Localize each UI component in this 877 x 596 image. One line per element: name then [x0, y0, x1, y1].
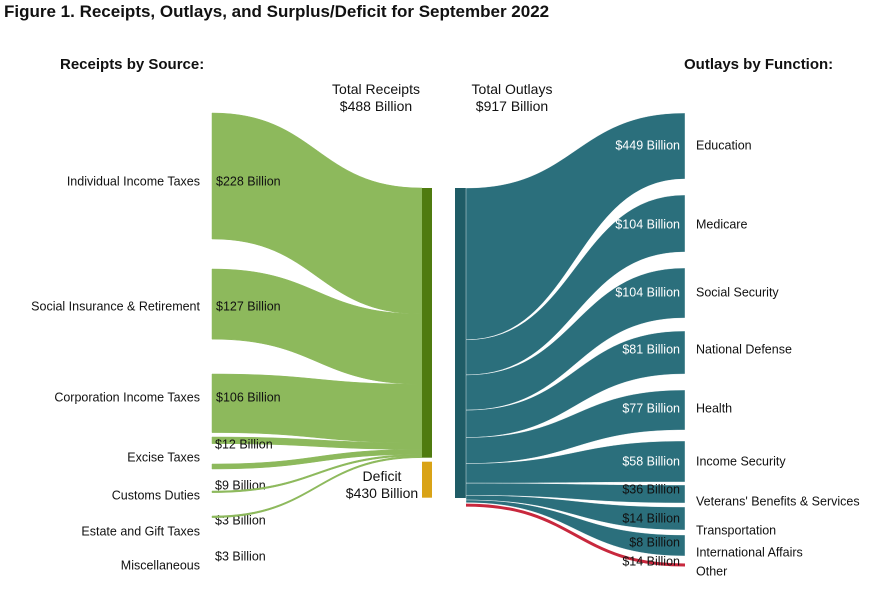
outlay-label-income-security: Income Security: [696, 454, 786, 468]
outlay-flow-other: [465, 503, 686, 567]
outlay-label-veterans-benefits-services: Veterans' Benefits & Services: [696, 494, 860, 508]
outlay-value-education: $449 Billion: [615, 138, 680, 152]
receipt-label-excise-taxes: Excise Taxes: [127, 450, 200, 464]
outlay-flow-medicare: [465, 194, 686, 376]
receipt-label-miscellaneous: Miscellaneous: [121, 558, 200, 572]
receipts-heading: Receipts by Source:: [60, 56, 205, 73]
total-outlays-value: $917 Billion: [475, 98, 549, 114]
receipt-label-estate-and-gift-taxes: Estate and Gift Taxes: [81, 524, 200, 538]
total-receipts-block: Total Receipts $488 Billion: [326, 81, 426, 115]
outlay-label-transportation: Transportation: [696, 523, 776, 537]
deficit-block: Deficit $430 Billion: [334, 468, 430, 502]
outlays-total-bar: [455, 188, 466, 498]
figure-title: Figure 1. Receipts, Outlays, and Surplus…: [4, 2, 550, 21]
outlay-label-health: Health: [696, 401, 732, 415]
outlay-flow-education: [465, 112, 686, 340]
receipt-label-individual-income-taxes: Individual Income Taxes: [67, 174, 200, 188]
receipt-flow-corporation-income-taxes: [211, 373, 423, 444]
total-outlays-block: Total Outlays $917 Billion: [462, 81, 562, 115]
outlay-label-education: Education: [696, 138, 752, 152]
total-receipts-label: Total Receipts: [332, 81, 420, 97]
deficit-label: Deficit: [362, 468, 402, 484]
outlay-flow-international-affairs: [465, 499, 686, 557]
deficit-value: $430 Billion: [345, 485, 419, 501]
outlay-flow-health: [465, 389, 686, 464]
outlay-value-national-defense: $81 Billion: [622, 342, 680, 356]
total-receipts-value: $488 Billion: [339, 98, 413, 114]
outlay-value-other: $14 Billion: [622, 554, 680, 568]
outlay-flow-social-security: [465, 267, 686, 411]
receipt-value-individual-income-taxes: $228 Billion: [216, 174, 281, 188]
receipt-label-social-insurance-retirement: Social Insurance & Retirement: [31, 299, 200, 313]
outlay-label-national-defense: National Defense: [696, 342, 792, 356]
outlay-label-medicare: Medicare: [696, 217, 747, 231]
receipt-value-corporation-income-taxes: $106 Billion: [216, 390, 281, 404]
outlay-flow-national-defense: [465, 330, 686, 438]
outlays-heading: Outlays by Function:: [684, 56, 834, 73]
total-outlays-label: Total Outlays: [471, 81, 553, 97]
receipts-total-bar: [422, 188, 432, 458]
outlay-value-health: $77 Billion: [622, 401, 680, 415]
receipt-value-miscellaneous: $3 Billion: [215, 549, 266, 563]
receipt-label-customs-duties: Customs Duties: [112, 488, 200, 502]
outlay-flow-income-security: [465, 440, 686, 484]
outlay-label-other: Other: [696, 564, 727, 578]
receipt-value-excise-taxes: $12 Billion: [215, 437, 273, 451]
outlay-value-income-security: $58 Billion: [622, 454, 680, 468]
receipt-label-corporation-income-taxes: Corporation Income Taxes: [54, 390, 200, 404]
outlay-value-transportation: $14 Billion: [622, 511, 680, 525]
deficit-bar: [422, 461, 432, 498]
outlay-value-international-affairs: $8 Billion: [629, 535, 680, 549]
outlay-value-social-security: $104 Billion: [615, 285, 680, 299]
outlay-value-medicare: $104 Billion: [615, 217, 680, 231]
outlay-label-social-security: Social Security: [696, 285, 779, 299]
receipt-value-social-insurance-retirement: $127 Billion: [216, 299, 281, 313]
outlay-label-international-affairs: International Affairs: [696, 545, 803, 559]
outlay-flow-veterans-benefits-services: [465, 482, 686, 504]
outlay-flow-transportation: [465, 495, 686, 531]
outlay-value-veterans-benefits-services: $36 Billion: [622, 482, 680, 496]
